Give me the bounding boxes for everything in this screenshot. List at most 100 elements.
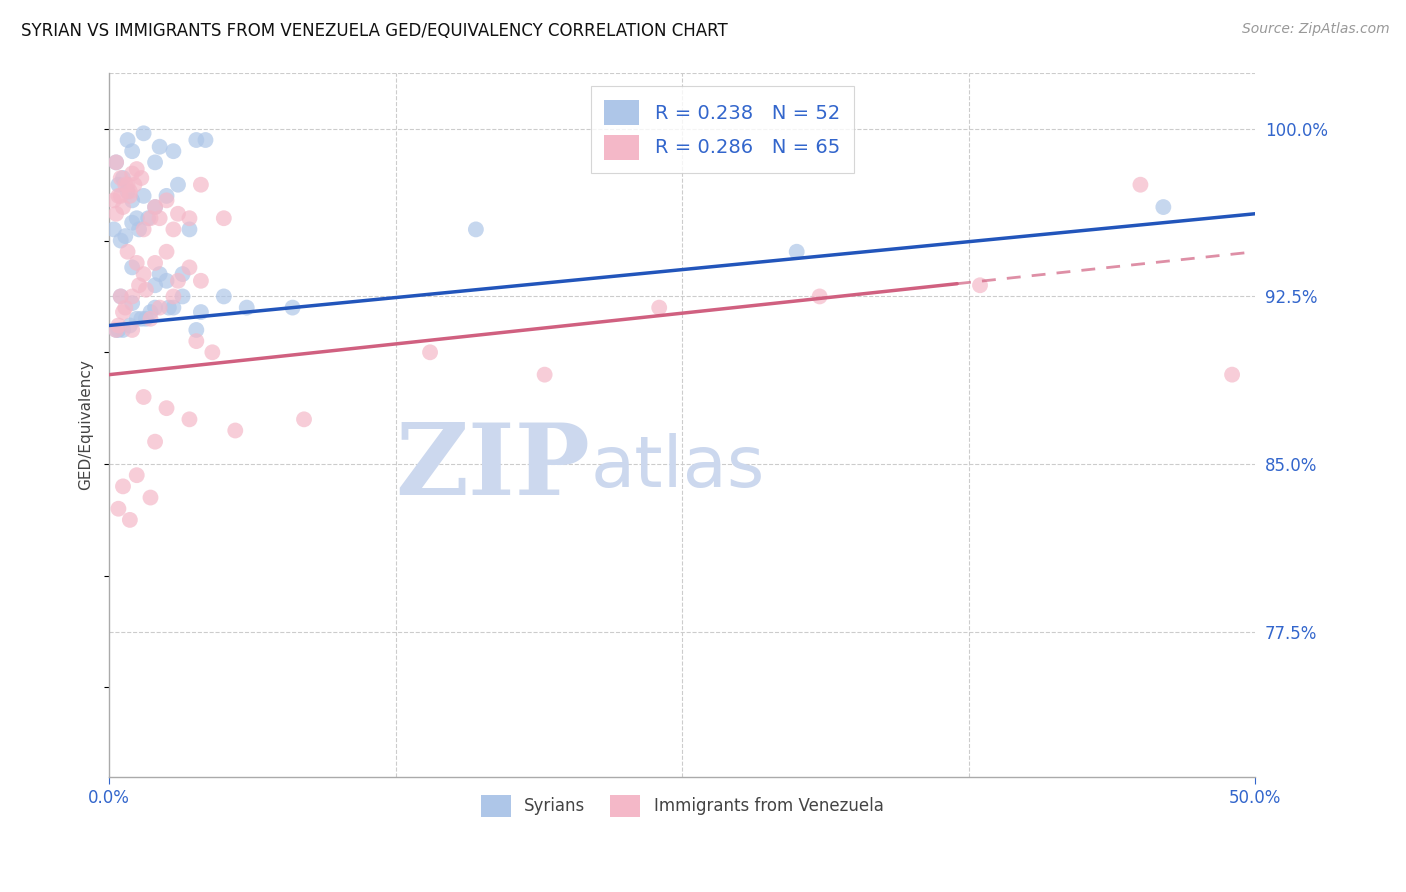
Point bbox=[111, 171, 134, 186]
Point bbox=[114, 229, 136, 244]
Point bbox=[121, 296, 143, 310]
Point bbox=[149, 211, 172, 226]
Point bbox=[786, 244, 808, 259]
Point bbox=[1152, 200, 1174, 214]
Point bbox=[125, 311, 148, 326]
Point bbox=[107, 189, 129, 203]
Point bbox=[648, 301, 671, 315]
Point bbox=[125, 162, 148, 177]
Point bbox=[110, 289, 132, 303]
Point bbox=[110, 189, 132, 203]
Point bbox=[179, 412, 201, 426]
Point bbox=[135, 311, 157, 326]
Point bbox=[212, 289, 235, 303]
Text: ZIP: ZIP bbox=[395, 418, 591, 516]
Point bbox=[118, 318, 141, 333]
Point bbox=[111, 323, 134, 337]
Point bbox=[186, 133, 208, 147]
Point bbox=[172, 289, 194, 303]
Point bbox=[235, 301, 257, 315]
Point bbox=[162, 222, 184, 236]
Point bbox=[167, 178, 190, 192]
Point bbox=[172, 267, 194, 281]
Point bbox=[121, 167, 143, 181]
Point bbox=[114, 301, 136, 315]
Point bbox=[132, 390, 155, 404]
Point bbox=[107, 323, 129, 337]
Point bbox=[131, 311, 153, 326]
Point bbox=[224, 424, 246, 438]
Point bbox=[155, 194, 177, 208]
Point bbox=[110, 171, 132, 186]
Point bbox=[132, 222, 155, 236]
Point bbox=[105, 155, 128, 169]
Point bbox=[281, 301, 304, 315]
Point bbox=[149, 301, 172, 315]
Point bbox=[103, 194, 125, 208]
Point bbox=[135, 283, 157, 297]
Point bbox=[111, 305, 134, 319]
Y-axis label: GED/Equivalency: GED/Equivalency bbox=[79, 359, 93, 491]
Point bbox=[194, 133, 217, 147]
Point bbox=[105, 155, 128, 169]
Point bbox=[131, 171, 153, 186]
Point bbox=[121, 216, 143, 230]
Point bbox=[179, 222, 201, 236]
Point bbox=[114, 178, 136, 192]
Point bbox=[139, 305, 162, 319]
Point bbox=[143, 155, 166, 169]
Point bbox=[125, 256, 148, 270]
Point bbox=[143, 301, 166, 315]
Point bbox=[179, 260, 201, 275]
Point bbox=[103, 222, 125, 236]
Point bbox=[167, 207, 190, 221]
Point bbox=[162, 289, 184, 303]
Point bbox=[125, 211, 148, 226]
Point bbox=[110, 289, 132, 303]
Point bbox=[464, 222, 486, 236]
Text: atlas: atlas bbox=[591, 433, 765, 501]
Point bbox=[111, 200, 134, 214]
Point bbox=[118, 513, 141, 527]
Point bbox=[121, 323, 143, 337]
Point bbox=[149, 267, 172, 281]
Point bbox=[157, 301, 180, 315]
Point bbox=[179, 211, 201, 226]
Point bbox=[143, 200, 166, 214]
Point bbox=[132, 189, 155, 203]
Point bbox=[107, 178, 129, 192]
Point bbox=[969, 278, 991, 293]
Point bbox=[1220, 368, 1243, 382]
Point bbox=[155, 244, 177, 259]
Point bbox=[111, 479, 134, 493]
Point bbox=[155, 401, 177, 416]
Point bbox=[162, 301, 184, 315]
Point bbox=[110, 234, 132, 248]
Point bbox=[132, 126, 155, 140]
Point bbox=[1129, 178, 1152, 192]
Point bbox=[121, 144, 143, 158]
Point bbox=[167, 274, 190, 288]
Point bbox=[149, 139, 172, 153]
Point bbox=[117, 244, 139, 259]
Point bbox=[143, 434, 166, 449]
Point bbox=[125, 468, 148, 483]
Point bbox=[121, 194, 143, 208]
Point bbox=[190, 305, 212, 319]
Point bbox=[117, 185, 139, 199]
Point bbox=[190, 274, 212, 288]
Legend: Syrians, Immigrants from Venezuela: Syrians, Immigrants from Venezuela bbox=[472, 787, 891, 825]
Point bbox=[139, 311, 162, 326]
Point bbox=[162, 144, 184, 158]
Point bbox=[186, 334, 208, 348]
Point bbox=[105, 323, 128, 337]
Point bbox=[118, 189, 141, 203]
Point bbox=[121, 260, 143, 275]
Point bbox=[136, 211, 159, 226]
Point bbox=[118, 185, 141, 199]
Point bbox=[533, 368, 555, 382]
Point bbox=[107, 318, 129, 333]
Point bbox=[419, 345, 441, 359]
Point bbox=[292, 412, 315, 426]
Point bbox=[155, 274, 177, 288]
